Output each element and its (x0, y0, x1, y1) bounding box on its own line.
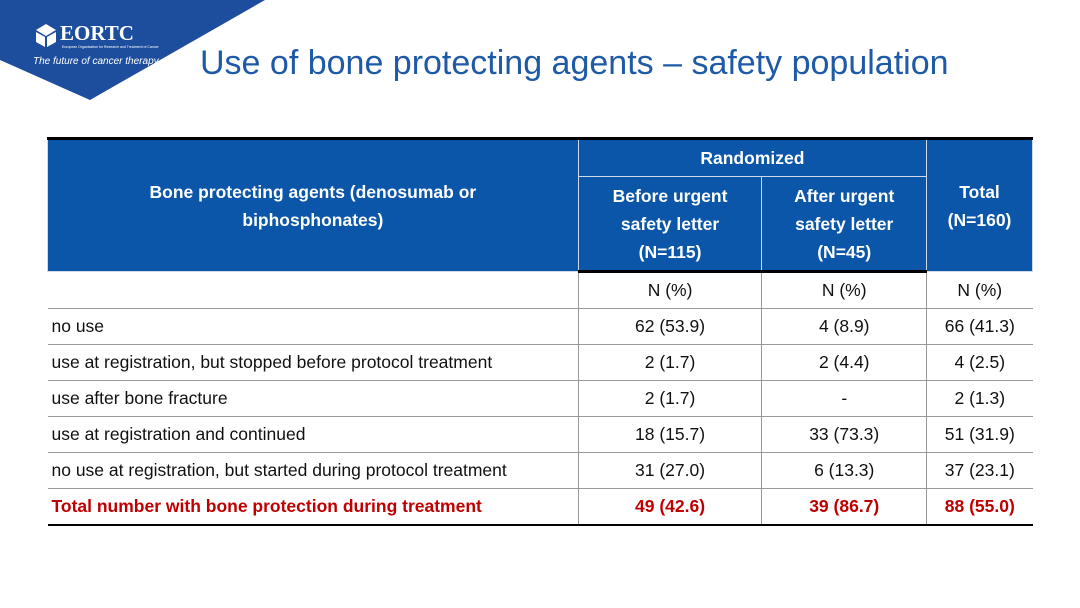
table-cell: 33 (73.3) (761, 416, 927, 453)
table-cell: N (%) (761, 271, 927, 309)
table-row: no use at registration, but started duri… (47, 452, 1033, 489)
logo-tagline: The future of cancer therapy (33, 56, 160, 67)
header-cell: Bone protecting agents (denosumab or bip… (47, 137, 579, 272)
slide-title: Use of bone protecting agents – safety p… (200, 44, 949, 82)
table-cell: 2 (4.4) (761, 344, 927, 381)
table-cell: 31 (27.0) (577, 452, 762, 489)
table-cell: 2 (1.7) (577, 344, 762, 381)
header-cell: After urgent safety letter (N=45) (761, 176, 928, 273)
table-cell: 51 (31.9) (926, 416, 1033, 453)
table-cell: 4 (2.5) (926, 344, 1033, 381)
table-cell: 2 (1.7) (577, 380, 762, 417)
table-cell: N (%) (577, 271, 762, 309)
table-cell: 66 (41.3) (926, 308, 1033, 345)
header-cell: Before urgent safety letter (N=115) (577, 176, 763, 273)
table-cell: N (%) (926, 271, 1033, 309)
table-row: use at registration and continued 18 (15.… (47, 416, 1033, 453)
table-cell (47, 271, 579, 309)
table-cell: Total number with bone protection during… (47, 488, 579, 526)
logo-name: EORTC (60, 21, 134, 45)
table-cell: use at registration and continued (47, 416, 579, 453)
table-cell: 2 (1.3) (926, 380, 1033, 417)
table-body: N (%) N (%) N (%) no use 62 (53.9) 4 (8.9) 66 … (47, 271, 1033, 526)
logo-subtitle: European Organisation for Research and T… (62, 45, 160, 49)
header-group: Randomized (577, 137, 928, 177)
table-cell: 4 (8.9) (761, 308, 927, 345)
logo: EORTC European Organisation for Research… (0, 0, 265, 100)
table-cell: 18 (15.7) (577, 416, 762, 453)
table-row: no use 62 (53.9) 4 (8.9) 66 (41.3) (47, 308, 1033, 345)
table-cell: 49 (42.6) (577, 488, 762, 526)
table-row: Total number with bone protection during… (47, 488, 1033, 526)
table-cell: 62 (53.9) (577, 308, 762, 345)
header-cell: Total (N=160) (926, 137, 1033, 272)
data-table: Bone protecting agents (denosumab or bip… (47, 137, 1033, 526)
table-cell: 88 (55.0) (926, 488, 1033, 526)
table-cell: use after bone fracture (47, 380, 579, 417)
table-cell: 6 (13.3) (761, 452, 927, 489)
table-cell: use at registration, but stopped before … (47, 344, 579, 381)
table-row: use after bone fracture 2 (1.7) -2 (1.3) (47, 380, 1033, 417)
logo-icon (36, 24, 56, 47)
table-cell: - (761, 380, 927, 417)
logo-banner (0, 0, 265, 100)
table-cell: 37 (23.1) (926, 452, 1033, 489)
table-row: use at registration, but stopped before … (47, 344, 1033, 381)
table-row: N (%) N (%) N (%) (47, 271, 1033, 309)
table-cell: no use (47, 308, 579, 345)
table-cell: no use at registration, but started duri… (47, 452, 579, 489)
table-cell: 39 (86.7) (761, 488, 927, 526)
